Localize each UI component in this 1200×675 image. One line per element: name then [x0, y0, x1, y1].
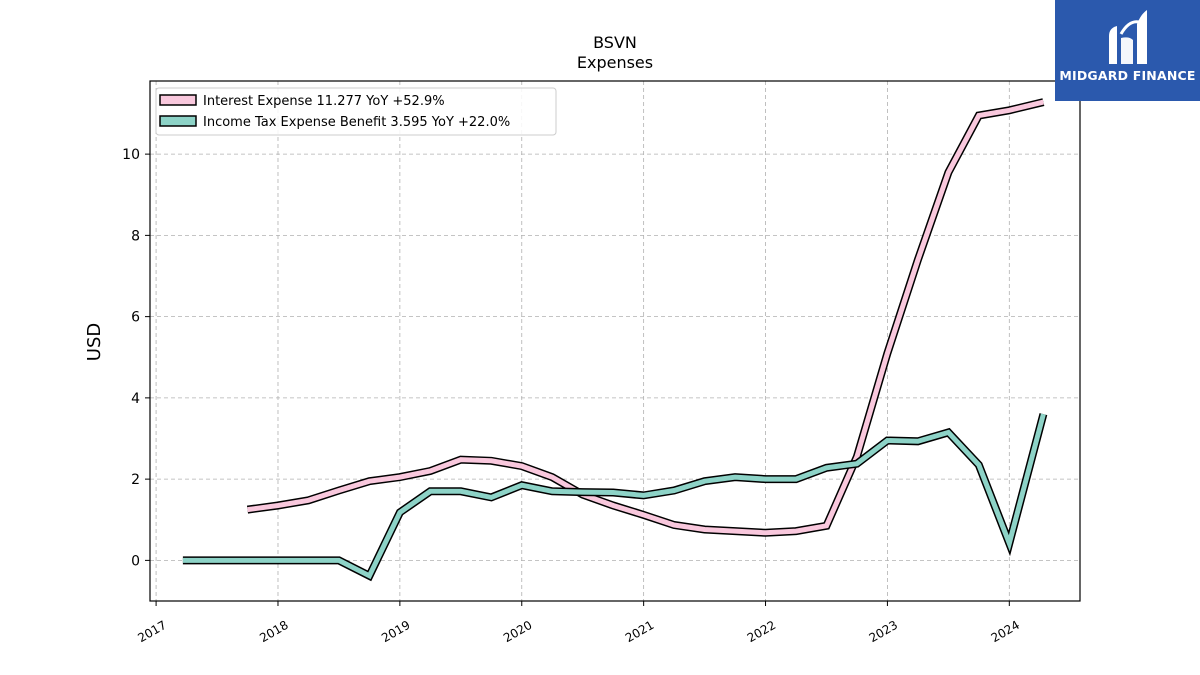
x-tick-label: 2019 [379, 618, 412, 645]
series-line [247, 99, 1044, 536]
y-tick-label: 0 [131, 553, 140, 569]
midgard-finance-logo: MIDGARD FINANCE [1055, 0, 1200, 101]
legend-swatch [159, 115, 197, 127]
grid-lines [150, 81, 1080, 601]
chart-title: BSVN [593, 33, 637, 52]
x-tick-label: 2020 [501, 618, 534, 645]
legend: Interest Expense 11.277 YoY +52.9% Income… [155, 87, 557, 136]
series-interest-expense [246, 98, 1045, 537]
y-axis-label: USD [84, 323, 105, 361]
chart-subtitle: Expenses [577, 53, 653, 72]
series-lines [182, 98, 1048, 582]
x-tick-label: 2021 [623, 618, 656, 645]
y-tick-label: 4 [131, 391, 140, 407]
legend-label: Interest Expense 11.277 YoY +52.9% [203, 94, 445, 109]
legend-swatch [159, 94, 197, 106]
logo-wordmark: MIDGARD FINANCE [1059, 68, 1196, 83]
legend-label: Income Tax Expense Benefit 3.595 YoY +22… [203, 115, 510, 130]
x-tick-label: 2023 [867, 618, 900, 645]
x-tick-label: 2024 [989, 618, 1022, 645]
y-tick-label: 8 [131, 228, 140, 244]
x-tick-label: 2022 [745, 618, 778, 645]
series-line [182, 413, 1046, 580]
y-tick-label: 10 [122, 147, 140, 163]
y-tick-label: 6 [131, 310, 140, 326]
series-line-outline [246, 98, 1045, 537]
plot-frame [149, 80, 1081, 602]
series-income-tax-expense-benefit [182, 413, 1048, 582]
y-tick-label: 2 [131, 472, 140, 488]
x-tick-label: 2018 [257, 618, 290, 645]
x-tick-label: 2017 [135, 618, 168, 645]
midgard-logo-icon [1109, 10, 1147, 64]
legend-box [155, 87, 557, 136]
